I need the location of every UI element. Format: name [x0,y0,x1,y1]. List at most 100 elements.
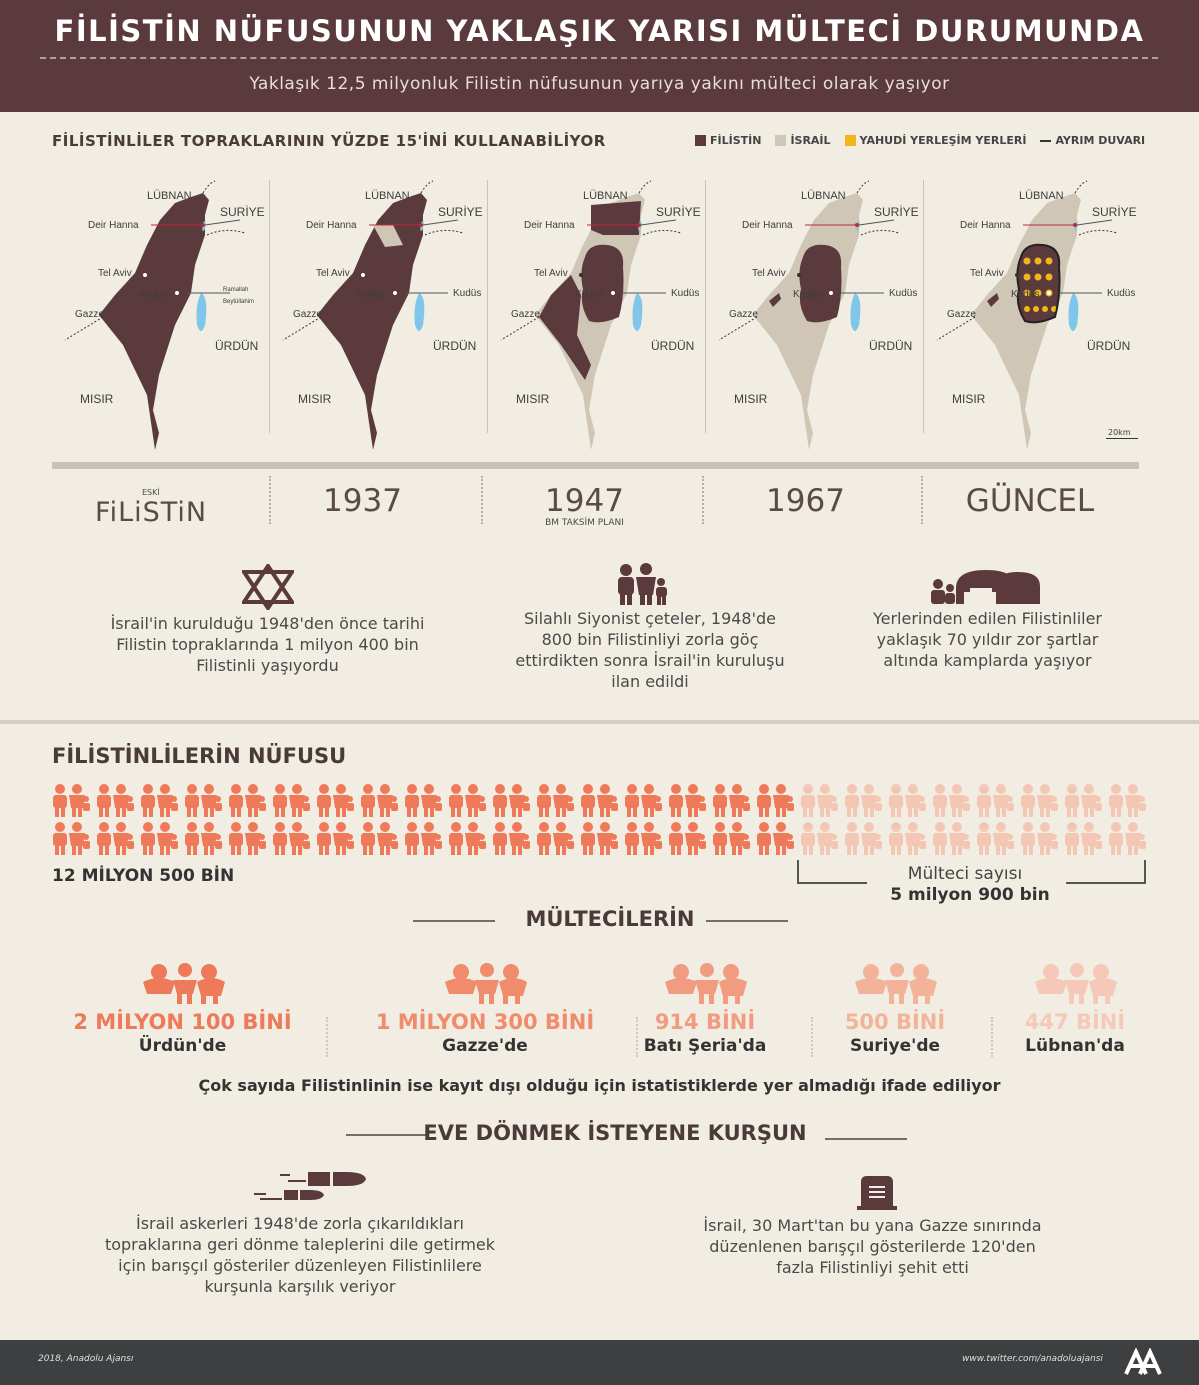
border-line [282,316,322,341]
settlement-dot [1045,273,1053,281]
person-icon [933,784,970,817]
settlement-dot [1023,257,1031,265]
deir-hanna-marker [419,223,423,227]
copyright: 2018, Anadolu Ajansı [38,1354,134,1364]
egypt-label: MISIR [298,392,332,406]
population-title: FİLİSTİNLİLERİN NÜFUSU [52,744,347,768]
person-icon [713,822,750,855]
refugee-family-icon [142,963,225,1004]
separation-wall [1016,243,1061,324]
person-icon [933,822,970,855]
period-title: FiLiSTiN [95,497,208,528]
refugee-family-icon [445,963,527,1004]
twitter-link[interactable]: www.twitter.com/anadoluajansi [962,1354,1103,1364]
footer: 2018, Anadolu Ajansı www.twitter.com/ana… [0,1340,1199,1385]
bullets-icon [254,1172,366,1200]
border-line [860,229,900,236]
refugee-place: Gazze'de [442,1036,528,1056]
border-line [642,229,682,236]
person-icon [757,822,794,855]
person-icon [845,784,882,817]
person-icon [1021,822,1058,855]
tel-aviv-label: Tel Aviv [752,268,786,279]
page-title: FİLİSTİN NÜFUSUNUN YAKLAŞIK YARISI MÜLTE… [54,14,1145,48]
person-icon [141,784,178,817]
person-icon [537,822,574,855]
settlement-dot [1023,289,1031,297]
person-icon [625,822,662,855]
border-line [638,180,652,194]
timeline-bar [52,462,1139,469]
map-panel-2: LÜBNAN SURİYE Deir Hanna Tel Aviv Kudüs Gazze… [500,180,706,450]
settlement-dot [1034,273,1042,281]
map-palestine-area [581,244,624,323]
border-line [424,229,464,236]
person-icon [405,822,442,855]
person-icon [361,822,398,855]
person-icon [361,784,398,817]
tel-aviv-marker [143,273,147,277]
period-1947-sub: BM TAKSİM PLANI [545,518,624,528]
map-panel-4: LÜBNAN SURİYE Deir Hanna Tel Aviv Kudüs Gazze… [936,180,1137,450]
person-icon [97,784,134,817]
person-icon [229,784,266,817]
map-palestine-area [539,275,591,380]
legend-item-palestine: FİLİSTİN [695,134,761,147]
person-icon [757,784,794,817]
period-old: ESKİ FiLiSTiN [95,488,215,528]
aa-logo-icon [1124,1347,1162,1375]
jerusalem-east-label: Kudüs [1107,288,1135,299]
family-icon [618,563,667,605]
border-line [936,316,976,341]
person-icon [53,784,90,817]
dead-sea [414,293,425,331]
period-1947: 1947 [545,483,624,519]
person-row [50,821,1150,855]
jerusalem-east-label: Kudüs [671,288,699,299]
refugee-family-icon [1035,963,1117,1004]
person-icon [1065,822,1102,855]
return-title: EVE DÖNMEK İSTEYENE KURŞUN [423,1121,807,1145]
refugees-note: Çok sayıda Filistinlinin ise kayıt dışı … [198,1076,1001,1095]
person-icon [889,822,926,855]
tel-aviv-marker [579,273,583,277]
person-icon [537,784,574,817]
bracket-bottom-left [797,882,867,884]
refugee-separator [636,1017,638,1057]
jerusalem-east-label: Kudüs [889,288,917,299]
jordan-label: ÜRDÜN [433,339,476,353]
person-icon [977,784,1014,817]
refugee-item: 1 MİLYON 300 BİNİ Gazze'de [350,962,620,1056]
person-icon [449,822,486,855]
person-icon [581,822,618,855]
person-icon [97,822,134,855]
refugee-item: 914 BİNİ Batı Şeria'da [615,962,795,1056]
refugees-title: MÜLTECİLERİN [525,907,695,931]
person-icon [889,784,926,817]
legend-item-israel: İSRAİL [775,134,831,147]
refugee-place: Ürdün'de [138,1036,227,1056]
gravestone-icon [857,1176,897,1210]
legend-label: FİLİSTİN [710,134,762,147]
tel-aviv-marker [797,273,801,277]
gaza-label: Gazze [75,309,104,320]
person-icon [801,822,838,855]
legend-label: İSRAİL [790,134,831,147]
syria-line [640,219,677,226]
tel-aviv-label: Tel Aviv [534,268,568,279]
bracket-right [1144,860,1146,884]
refugee-place: Suriye'de [849,1036,941,1056]
lebanon-label: LÜBNAN [583,190,628,202]
person-icon [405,784,442,817]
title-rule [413,920,495,922]
refugee-label: Mülteci sayısı [907,864,1023,884]
lebanon-label: LÜBNAN [1019,190,1064,202]
person-icon [185,784,222,817]
person-icon [493,784,530,817]
maps-section-title: FİLİSTİNLİLER TOPRAKLARININ YÜZDE 15'İNİ… [52,132,606,150]
population-pictogram [50,783,1150,863]
refugee-family-icon [665,963,747,1004]
refugee-item: 2 MİLYON 100 BİNİ Ürdün'de [55,962,310,1056]
refugee-separator [811,1017,813,1057]
jerusalem-marker [1047,291,1051,295]
